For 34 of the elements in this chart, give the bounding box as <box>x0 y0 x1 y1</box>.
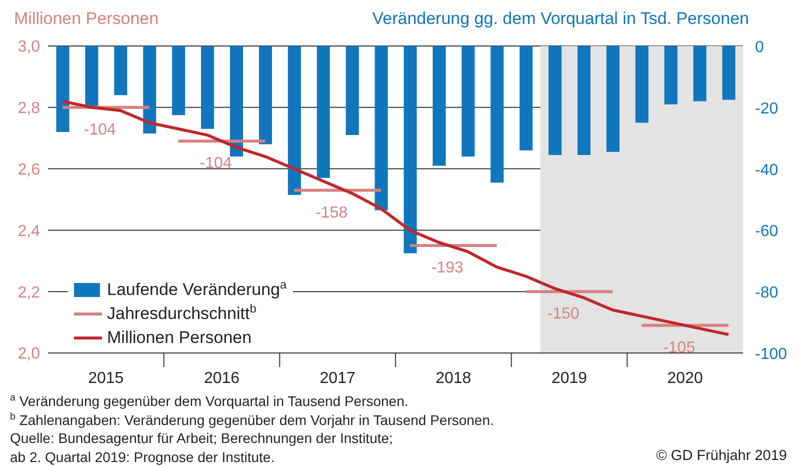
legend-label: Jahresdurchschnitt$^{b}$ <box>107 301 256 324</box>
y2-axis-title: Veränderung gg. dem Vorquartal in Tsd. Personen <box>372 9 749 28</box>
legend-label: Millionen Personen <box>107 328 252 348</box>
y-tick-label: 2,0 <box>18 346 40 363</box>
y2-tick-label: -20 <box>755 100 778 118</box>
annotation: -158 <box>316 204 348 222</box>
y2-tick-label: 0 <box>755 39 764 56</box>
y2-tick-label: -80 <box>755 284 778 302</box>
annotation: -193 <box>431 260 464 277</box>
y-tick-label: 2,6 <box>18 161 40 178</box>
text: $^{b}$ Zahlenangaben: Veränderung gegenüber dem Vorjahr in Tausend Personen. <box>10 410 494 428</box>
y2-tick-label: -40 <box>755 162 778 179</box>
annotation: -104 <box>200 155 232 172</box>
y-axis-title: Millionen Personen <box>14 9 159 28</box>
x-tick-label: 2016 <box>204 370 240 387</box>
text: ab 2. Quartal 2019: Prognose der Institute. <box>10 448 275 464</box>
legend-label: Laufende Veränderung$^{a}$ <box>107 277 287 300</box>
annotation: -104 <box>84 121 116 138</box>
x-tick-label: 2020 <box>667 370 703 387</box>
annotation: -105 <box>663 339 696 356</box>
y-tick-label: 2,8 <box>18 100 40 118</box>
x-tick-label: 2015 <box>88 370 124 387</box>
source-note: Quelle: Bundesagentur für Arbeit; Berechnungen der Institute; <box>10 430 393 446</box>
annotation: -150 <box>547 306 580 323</box>
x-tick-label: 2019 <box>551 370 588 387</box>
y2-tick-label: -100 <box>755 346 788 363</box>
x-tick-label: 2017 <box>320 370 356 387</box>
text: $^{a}$ Veränderung gegenüber dem Vorquartal in Tausend Personen. <box>10 392 408 409</box>
text: © GD Frühjahr 2019 <box>656 448 787 464</box>
y2-tick-label: -60 <box>755 223 778 240</box>
y-tick-label: 3,0 <box>18 38 40 56</box>
y-tick-label: 2,4 <box>18 222 40 240</box>
y-tick-label: 2,2 <box>18 284 40 302</box>
x-tick-label: 2018 <box>436 370 472 387</box>
